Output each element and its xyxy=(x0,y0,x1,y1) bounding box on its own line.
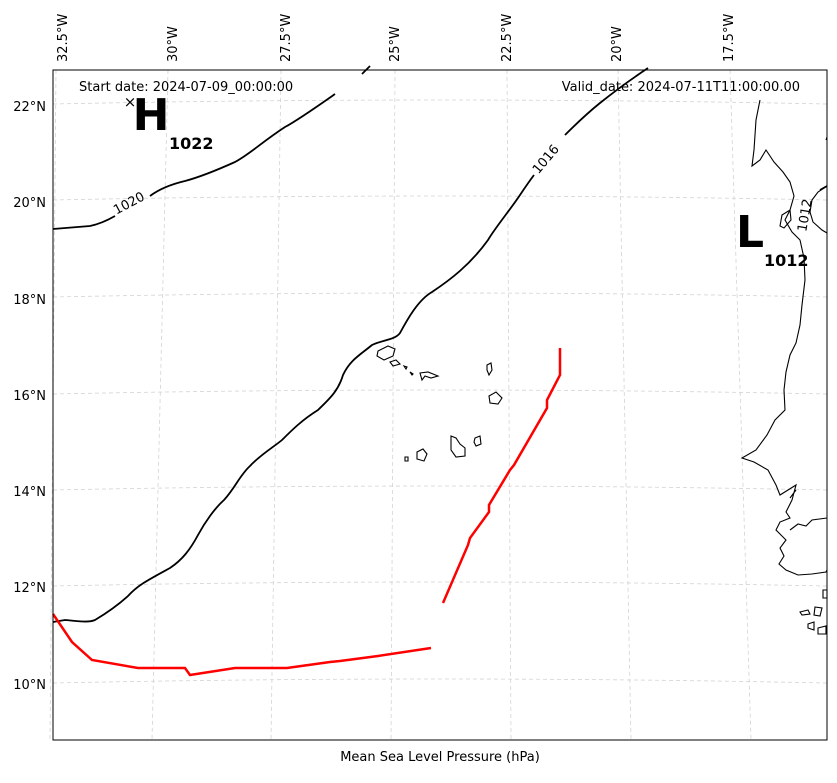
isobars xyxy=(52,65,828,623)
lon-label: 22.5°W xyxy=(500,14,515,62)
coastline xyxy=(376,99,828,635)
track-segment-south xyxy=(51,613,432,677)
isobar-label-1016: 1016 xyxy=(530,142,563,177)
high-center-marker: × xyxy=(124,93,137,111)
lat-gridline xyxy=(52,195,828,201)
lon-gridline xyxy=(617,69,632,741)
graticule xyxy=(49,69,828,741)
lat-label: 10°N xyxy=(13,678,46,693)
low-pressure-center: L 1012 xyxy=(736,207,809,270)
high-pressure-value: 1022 xyxy=(169,134,214,153)
lat-gridline xyxy=(52,485,828,491)
island-maio xyxy=(473,435,482,447)
track-segment-north xyxy=(441,348,562,604)
isobar-label-1012: 1012 xyxy=(795,198,816,233)
lon-gridline xyxy=(506,69,512,741)
lon-label: 17.5°W xyxy=(722,14,737,62)
island-sao-vicente xyxy=(389,359,402,367)
island-santo-antao xyxy=(376,345,396,361)
isobar-label-1020: 1020 xyxy=(111,190,147,219)
start-date-label: Start date: 2024-07-09_00:00:00 xyxy=(79,80,293,95)
coast-inlet xyxy=(779,209,792,229)
lon-label: 30°W xyxy=(166,26,181,62)
lon-gridline xyxy=(729,69,752,741)
map-frame xyxy=(52,69,828,741)
storm-track xyxy=(51,348,562,677)
latitude-labels: 22°N 20°N 18°N 16°N 14°N 12°N 10°N xyxy=(13,100,46,693)
coast-islets xyxy=(799,589,828,635)
low-pressure-letter: L xyxy=(736,207,764,258)
lat-gridline xyxy=(52,292,828,298)
island-sal xyxy=(486,362,493,377)
lat-label: 22°N xyxy=(13,100,46,115)
island-santiago xyxy=(450,435,466,458)
lat-gridline xyxy=(52,581,828,587)
lon-gridline xyxy=(151,69,169,741)
high-pressure-letter: H xyxy=(133,90,170,141)
island-santa-luzia xyxy=(402,364,414,376)
low-pressure-value: 1012 xyxy=(764,251,809,270)
isobar-labels: 1020 1016 1012 xyxy=(111,142,816,233)
lon-gridline xyxy=(390,69,396,741)
lat-label: 12°N xyxy=(13,581,46,596)
high-pressure-center: × H 1022 xyxy=(124,90,214,153)
africa-coastline xyxy=(740,99,828,576)
isobar-1012 xyxy=(819,185,828,191)
lon-gridline xyxy=(270,69,282,741)
longitude-labels: 32.5°W 30°W 27.5°W 25°W 22.5°W 20°W 17.5… xyxy=(56,14,737,62)
lon-label: 20°W xyxy=(610,26,625,62)
lat-label: 18°N xyxy=(13,293,46,308)
island-boa-vista xyxy=(488,391,503,405)
lon-label: 32.5°W xyxy=(56,14,71,62)
lat-label: 20°N xyxy=(13,196,46,211)
lon-label: 27.5°W xyxy=(279,14,294,62)
island-fogo xyxy=(416,448,428,462)
lat-gridline xyxy=(52,678,828,684)
lon-label: 25°W xyxy=(388,26,403,62)
isobar-1016 xyxy=(52,67,649,623)
africa-coastline xyxy=(809,185,828,234)
lat-gridline xyxy=(52,389,828,395)
lat-label: 16°N xyxy=(13,389,46,404)
island-sao-nicolau xyxy=(419,371,440,382)
map-caption: Mean Sea Level Pressure (hPa) xyxy=(340,750,540,765)
lat-gridline xyxy=(52,99,828,105)
valid-date-label: Valid_date: 2024-07-11T11:00:00.00 xyxy=(562,80,800,95)
island-brava xyxy=(404,456,409,462)
lat-label: 14°N xyxy=(13,485,46,500)
